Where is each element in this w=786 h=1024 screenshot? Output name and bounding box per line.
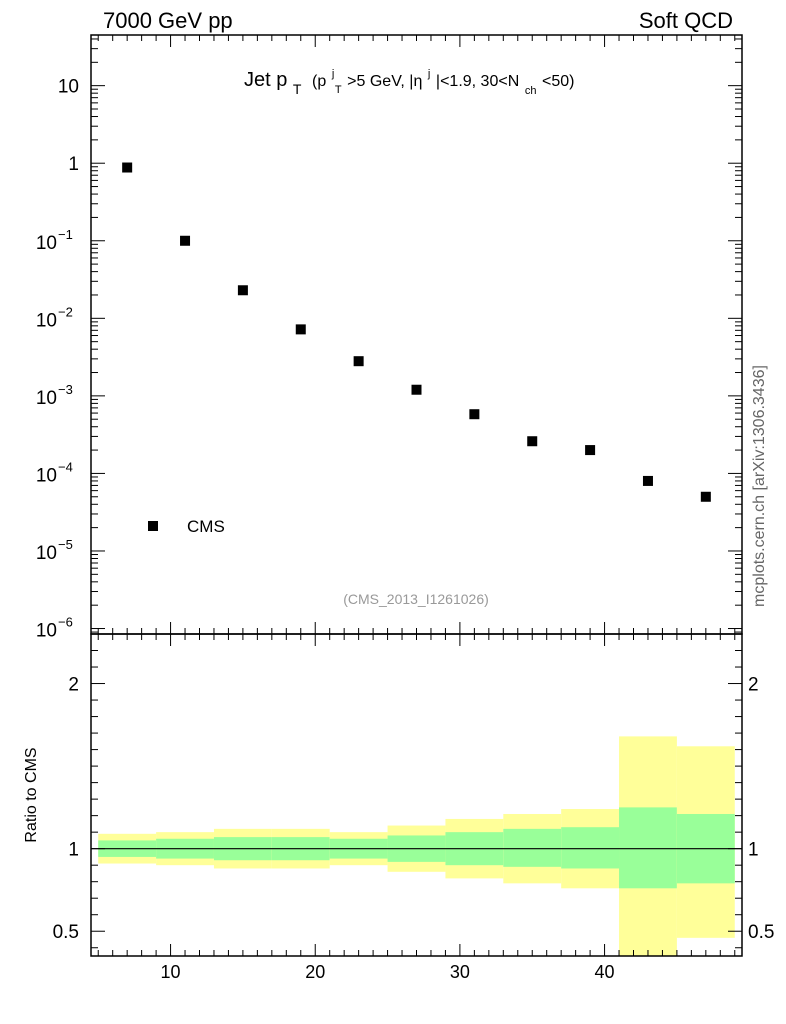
ratio-y-tick-label-right: 2 bbox=[748, 675, 759, 696]
inner-band-bin bbox=[561, 827, 620, 869]
x-tick-label: 40 bbox=[595, 962, 615, 982]
chart-title: Jet p T (p j T >5 GeV, |η j |<1.9, 30<N … bbox=[244, 60, 574, 99]
inner-band-bin bbox=[503, 828, 562, 867]
title-cut-n-sub: ch bbox=[525, 85, 537, 97]
data-markers bbox=[122, 162, 711, 502]
title-cut-mid: >5 GeV, |η bbox=[347, 73, 422, 90]
energy-label: 7000 GeV pp bbox=[103, 8, 233, 33]
x-tick-label: 10 bbox=[161, 962, 181, 982]
data-point bbox=[527, 436, 538, 447]
title-main: Jet p bbox=[244, 69, 287, 91]
y-tick-label: 10 bbox=[36, 621, 57, 642]
x-tick-label: 30 bbox=[450, 962, 470, 982]
inner-band-bin bbox=[619, 807, 677, 889]
ratio-uncertainty-bands bbox=[91, 736, 742, 956]
y-tick-exponent: −3 bbox=[58, 382, 73, 397]
data-point bbox=[122, 162, 133, 173]
title-cut-suffix: <50) bbox=[542, 73, 574, 90]
process-label: Soft QCD bbox=[638, 8, 733, 33]
y-tick-exponent: −6 bbox=[58, 615, 73, 630]
title-cut-eta-sup: j bbox=[427, 68, 430, 80]
title-main-sub: T bbox=[293, 81, 302, 97]
legend-marker bbox=[148, 521, 158, 531]
y-tick-label: 1 bbox=[68, 154, 79, 175]
y-tick-exponent: −2 bbox=[58, 304, 73, 319]
data-point bbox=[295, 324, 306, 335]
data-point bbox=[700, 491, 711, 502]
y-tick-label: 10 bbox=[36, 388, 57, 409]
y-tick-label: 10 bbox=[36, 310, 57, 331]
ratio-y-tick-label-right: 1 bbox=[748, 840, 759, 861]
analysis-watermark: (CMS_2013_I1261026) bbox=[343, 591, 489, 607]
y-tick-exponent: −1 bbox=[58, 227, 73, 242]
data-point bbox=[411, 384, 422, 395]
data-point bbox=[237, 285, 248, 296]
ratio-y-axis-label: Ratio to CMS bbox=[23, 747, 40, 842]
y-tick-exponent: −4 bbox=[58, 459, 73, 474]
ratio-y-tick-label-right: 0.5 bbox=[748, 922, 774, 943]
title-cut-p-sub: T bbox=[335, 84, 342, 96]
y-tick-label: 10 bbox=[36, 233, 57, 254]
y-tick-exponent: −5 bbox=[58, 537, 73, 552]
legend-label: CMS bbox=[187, 517, 225, 536]
data-point bbox=[469, 409, 480, 420]
data-point bbox=[642, 475, 653, 486]
side-credit: mcplots.cern.ch [arXiv:1306.3436] bbox=[751, 365, 768, 607]
ratio-y-tick-label: 2 bbox=[68, 675, 79, 696]
y-tick-label: 10 bbox=[36, 543, 57, 564]
title-cut-prefix: (p bbox=[312, 73, 326, 90]
data-point bbox=[180, 235, 191, 246]
data-point bbox=[353, 356, 364, 367]
main-plot-frame bbox=[90, 34, 743, 635]
x-tick-label: 20 bbox=[305, 962, 325, 982]
title-cut-mid2: |<1.9, 30<N bbox=[436, 73, 519, 90]
ratio-y-tick-label: 0.5 bbox=[53, 922, 79, 943]
y-tick-label: 10 bbox=[58, 77, 79, 98]
title-cut-p-sup: j bbox=[331, 68, 334, 80]
ratio-y-tick-label: 1 bbox=[68, 840, 79, 861]
data-point bbox=[585, 445, 596, 456]
y-tick-label: 10 bbox=[36, 465, 57, 486]
